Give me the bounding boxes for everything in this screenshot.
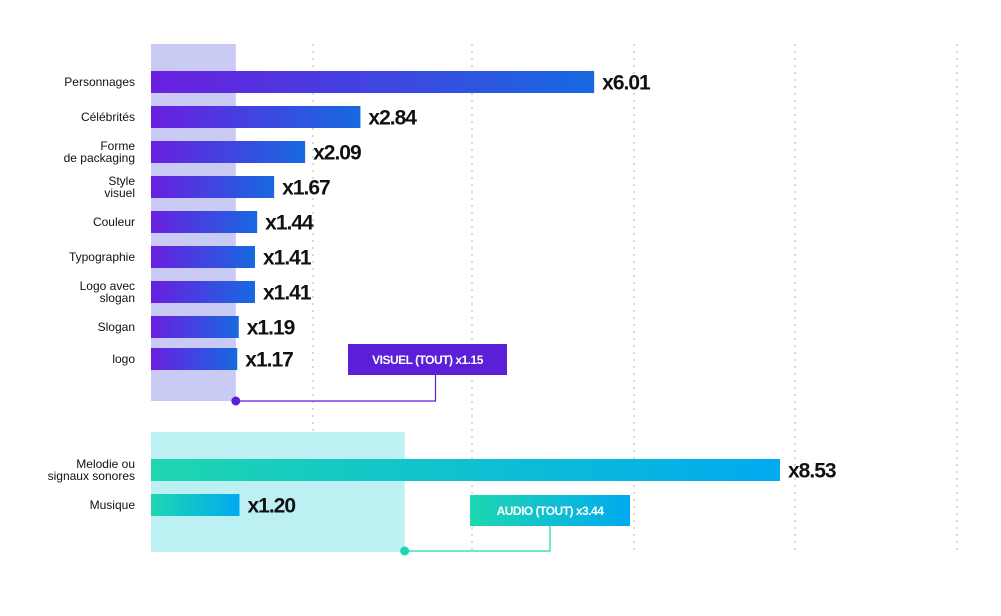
value-label: x2.84 bbox=[368, 107, 417, 130]
category-label: signaux sonores bbox=[48, 469, 135, 483]
bar-visuel-1 bbox=[151, 106, 361, 128]
bar-visuel-7 bbox=[151, 316, 239, 338]
grid-lines bbox=[312, 44, 958, 552]
category-label: Style bbox=[108, 174, 135, 188]
value-label: x1.19 bbox=[247, 317, 295, 340]
bar-visuel-4 bbox=[151, 211, 258, 233]
category-label: Forme bbox=[100, 139, 135, 153]
average-box-audio bbox=[470, 495, 630, 526]
average-label: VISUEL (TOUT) x1.15 bbox=[372, 353, 484, 367]
average-marker bbox=[231, 396, 241, 406]
category-label: Couleur bbox=[93, 215, 135, 229]
value-label: x8.53 bbox=[788, 460, 836, 483]
bar-visuel-3 bbox=[151, 176, 275, 198]
labels: x6.01 Personnages x2.84 Célébrités x2.09 Form… bbox=[48, 72, 837, 556]
category-label: Melodie ou bbox=[76, 457, 135, 471]
average-connector bbox=[235, 375, 437, 402]
value-label: x6.01 bbox=[602, 72, 651, 95]
category-label: de packaging bbox=[64, 151, 135, 165]
category-label: slogan bbox=[100, 291, 135, 305]
bar-audio-1 bbox=[151, 494, 240, 516]
category-label: Musique bbox=[90, 498, 136, 512]
value-label: x1.41 bbox=[263, 282, 312, 305]
bars bbox=[151, 71, 780, 516]
bar-visuel-8 bbox=[151, 348, 238, 370]
category-label: Logo avec bbox=[80, 279, 135, 293]
bar-visuel-0 bbox=[151, 71, 595, 93]
value-label: x1.44 bbox=[265, 212, 314, 235]
value-label: x2.09 bbox=[313, 142, 361, 165]
average-box-visuel bbox=[348, 344, 507, 375]
bar-visuel-6 bbox=[151, 281, 255, 303]
average-band-audio bbox=[151, 432, 405, 552]
category-label: visuel bbox=[104, 186, 135, 200]
average-label: AUDIO (TOUT) x3.44 bbox=[497, 504, 605, 518]
category-label: Typographie bbox=[69, 250, 135, 264]
average-marker bbox=[400, 546, 410, 556]
bar-visuel-2 bbox=[151, 141, 306, 163]
bar-audio-0 bbox=[151, 459, 780, 481]
value-label: x1.20 bbox=[247, 495, 295, 518]
category-label: logo bbox=[112, 352, 135, 366]
value-label: x1.67 bbox=[282, 177, 330, 200]
category-label: Slogan bbox=[98, 320, 135, 334]
value-label: x1.17 bbox=[245, 349, 293, 372]
bar-visuel-5 bbox=[151, 246, 255, 268]
average-connector bbox=[404, 526, 551, 552]
category-label: Célébrités bbox=[81, 110, 135, 124]
category-label: Personnages bbox=[64, 75, 135, 89]
value-label: x1.41 bbox=[263, 247, 312, 270]
